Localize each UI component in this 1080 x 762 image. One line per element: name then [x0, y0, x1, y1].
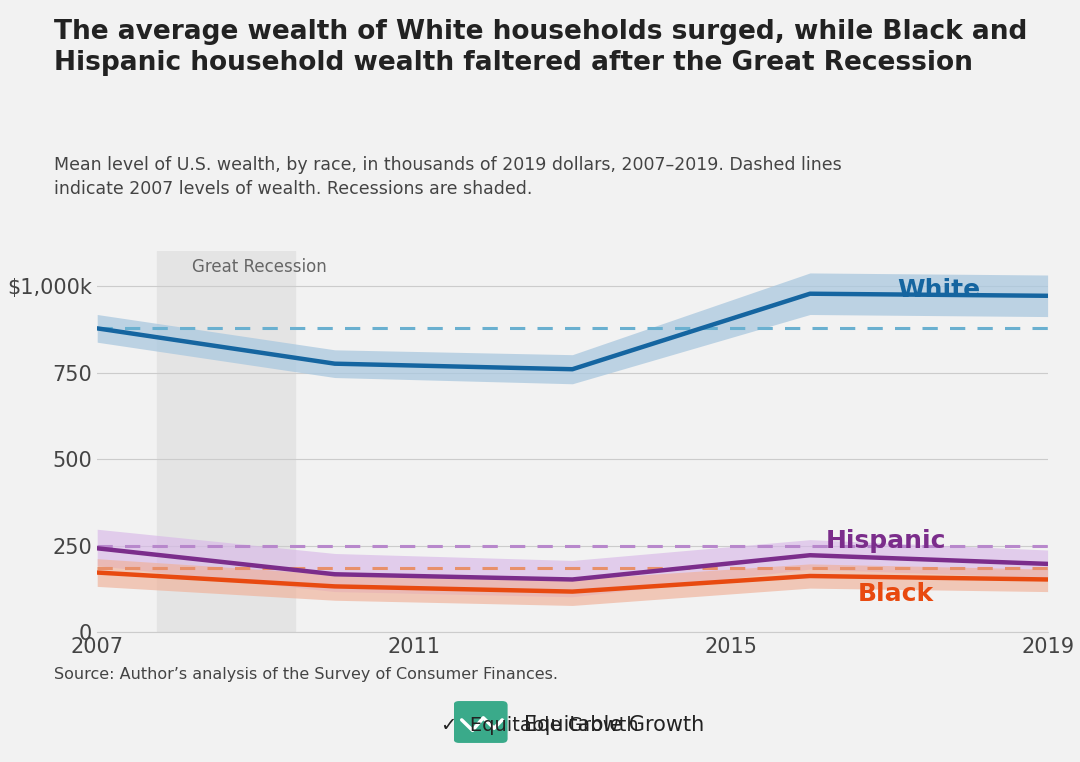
- Text: Great Recession: Great Recession: [192, 258, 327, 276]
- Text: Black: Black: [858, 582, 933, 607]
- FancyBboxPatch shape: [454, 701, 508, 743]
- Text: ✓  Equitable Growth: ✓ Equitable Growth: [442, 716, 638, 735]
- Text: Equitable Growth: Equitable Growth: [524, 716, 704, 735]
- Bar: [157, 251, 295, 632]
- Text: Hispanic: Hispanic: [826, 529, 946, 552]
- Text: Mean level of U.S. wealth, by race, in thousands of 2019 dollars, 2007–2019. Das: Mean level of U.S. wealth, by race, in t…: [54, 156, 841, 198]
- Text: Source: Author’s analysis of the Survey of Consumer Finances.: Source: Author’s analysis of the Survey …: [54, 667, 558, 682]
- Text: White: White: [897, 277, 981, 302]
- Text: The average wealth of White households surged, while Black and
Hispanic househol: The average wealth of White households s…: [54, 19, 1027, 76]
